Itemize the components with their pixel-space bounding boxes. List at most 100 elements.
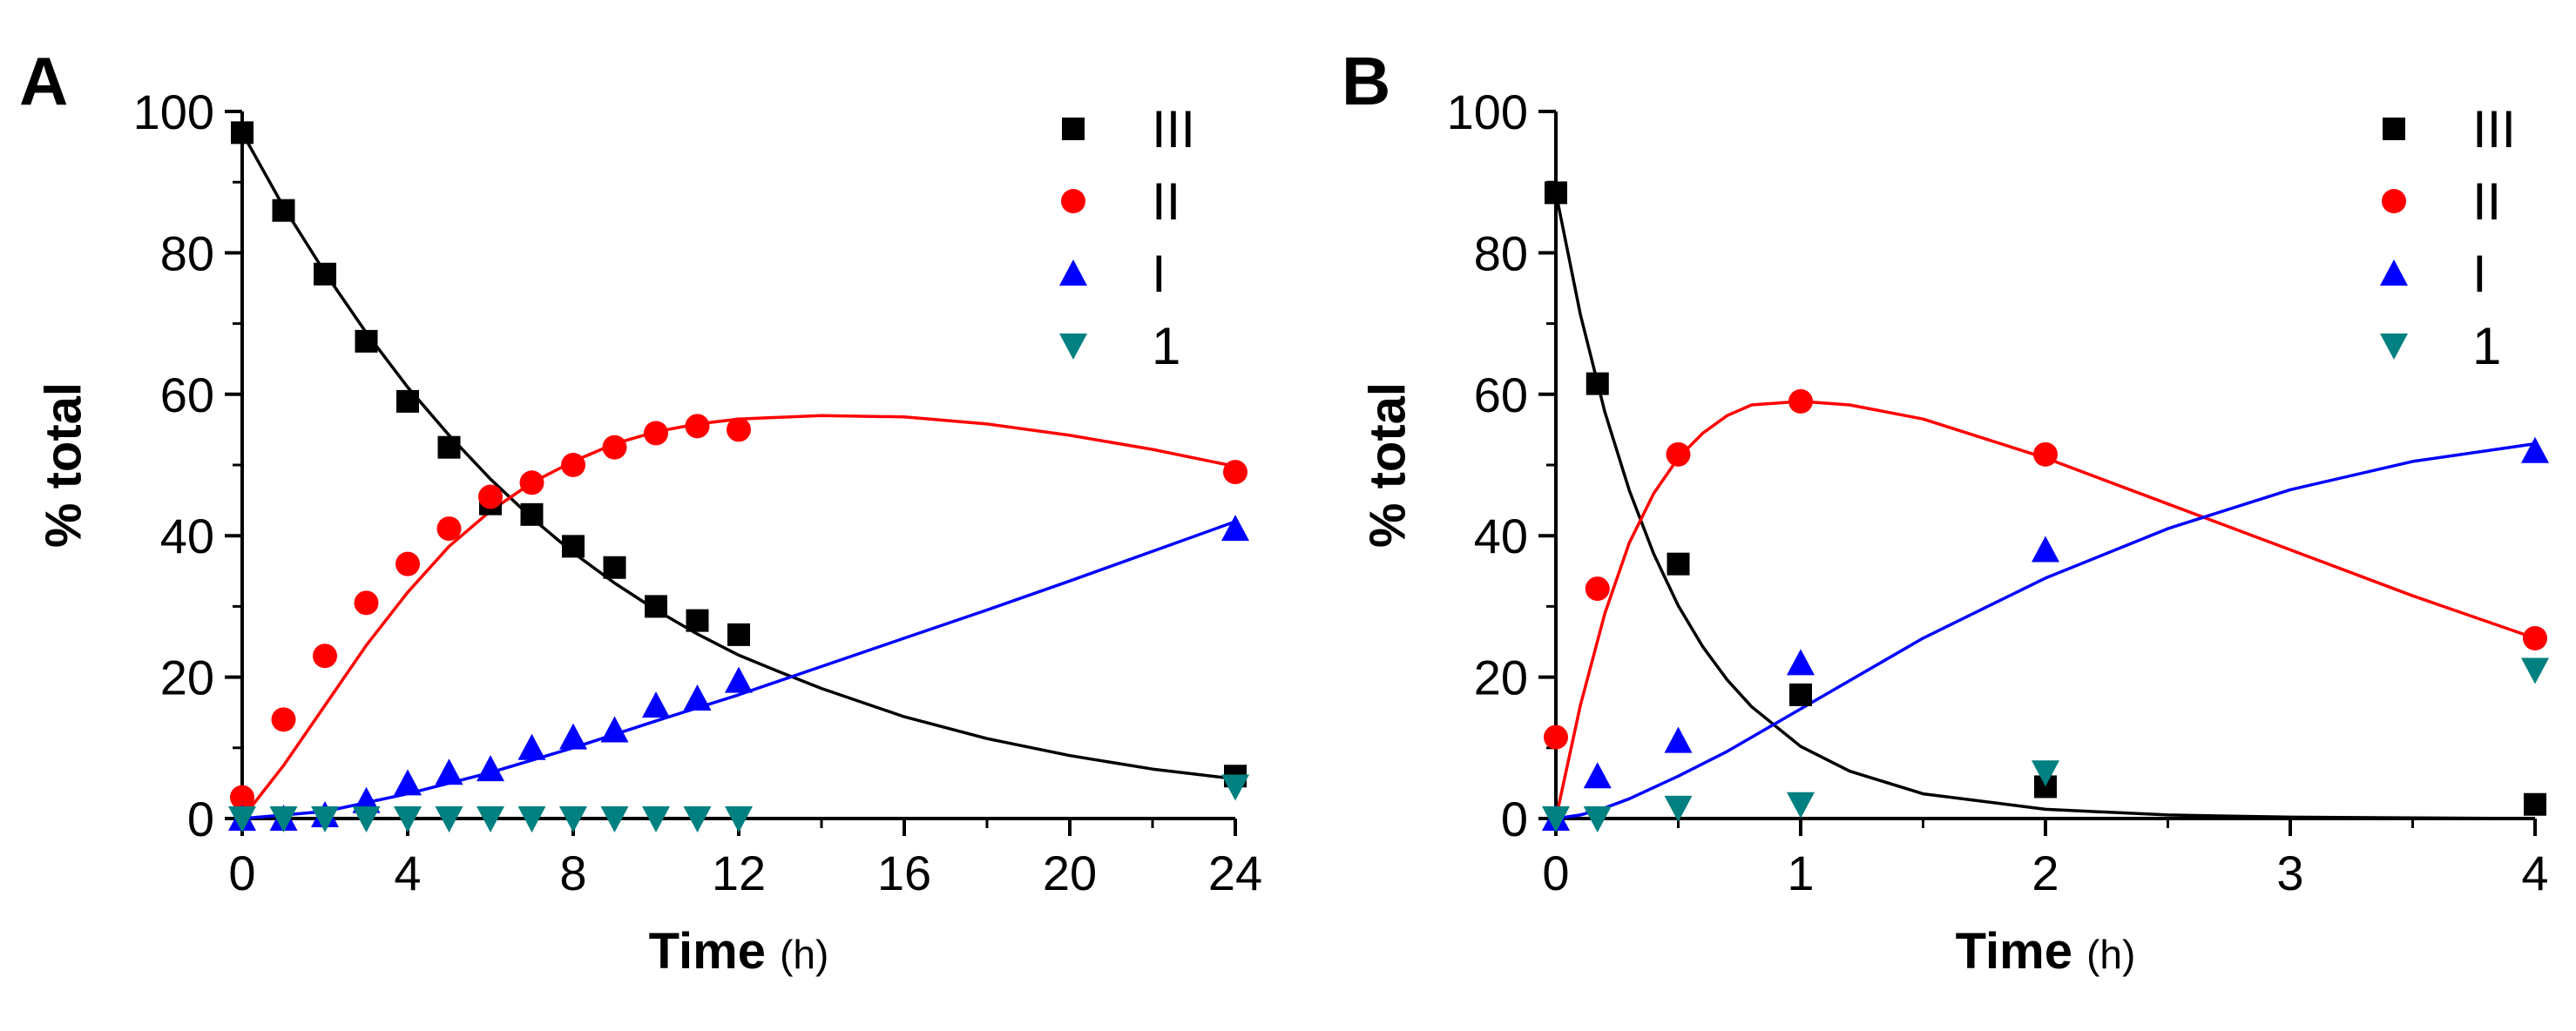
legend-marker-iii <box>1062 118 1085 140</box>
y-tick-label: 100 <box>133 84 214 139</box>
data-point-iii <box>727 623 750 646</box>
data-point-ii <box>1585 576 1610 602</box>
data-point-1 <box>1221 774 1249 801</box>
data-point-i <box>559 723 587 750</box>
data-point-1 <box>1664 795 1693 822</box>
x-tick-label: 4 <box>394 846 421 900</box>
legend-label-ii: II <box>1152 172 1180 231</box>
y-tick-label: 60 <box>1474 367 1528 422</box>
x-tick-label: 0 <box>228 846 255 900</box>
x-tick-label: 3 <box>2276 846 2303 900</box>
legend-label-1: 1 <box>1152 317 1180 375</box>
data-point-1 <box>1542 806 1570 832</box>
data-point-i <box>517 733 546 760</box>
x-axis-title-a: Time (h) <box>649 923 829 980</box>
data-point-ii <box>602 435 627 460</box>
data-point-i <box>642 691 670 718</box>
data-point-iii <box>272 199 295 222</box>
x-tick-label: 16 <box>877 846 931 900</box>
y-tick-label: 80 <box>1474 226 1528 280</box>
data-point-i <box>1664 726 1693 753</box>
x-tick-label: 1 <box>1787 846 1814 900</box>
data-point-1 <box>517 806 546 832</box>
data-point-i <box>683 684 712 711</box>
data-point-i <box>725 666 753 693</box>
data-point-ii <box>230 785 254 810</box>
data-point-iii <box>355 329 378 353</box>
x-tick-label: 4 <box>2521 846 2548 900</box>
data-point-i <box>1221 515 1249 542</box>
y-tick-label: 100 <box>1447 84 1528 139</box>
legend-label-ii: II <box>2472 172 2501 231</box>
y-axis-title-a: % total <box>35 382 91 548</box>
y-tick-label: 80 <box>160 226 214 280</box>
legend-label-1: 1 <box>2472 317 2501 375</box>
panel-label-a: A <box>19 43 68 119</box>
legend-marker-i <box>1059 259 1087 286</box>
y-tick-label: 40 <box>1474 509 1528 563</box>
legend-marker-1 <box>1059 334 1087 360</box>
data-point-iii <box>1667 552 1690 576</box>
x-tick-label: 8 <box>559 846 586 900</box>
x-tick-label: 2 <box>2032 846 2059 900</box>
data-point-ii <box>1666 441 1691 467</box>
data-point-iii <box>520 502 544 526</box>
data-point-iii <box>314 262 336 286</box>
data-point-1 <box>1787 792 1815 819</box>
data-point-1 <box>2521 657 2549 684</box>
data-point-ii <box>396 551 420 576</box>
data-point-iii <box>645 595 667 618</box>
x-tick-label: 20 <box>1043 846 1097 900</box>
data-point-1 <box>725 806 753 832</box>
data-point-1 <box>600 806 629 832</box>
data-point-i <box>1787 649 1815 676</box>
data-point-ii <box>727 417 751 442</box>
x-tick-label: 24 <box>1208 846 1262 900</box>
legend-label-i: I <box>2472 245 2487 303</box>
y-tick-label: 20 <box>1474 650 1528 705</box>
data-point-ii <box>561 453 585 477</box>
data-point-1 <box>435 806 463 832</box>
data-point-iii <box>1585 372 1609 395</box>
data-point-i <box>2521 436 2549 463</box>
data-point-iii <box>396 389 419 413</box>
data-point-ii <box>313 644 337 669</box>
data-point-ii <box>271 707 296 732</box>
panel-label-b: B <box>1342 43 1390 119</box>
data-point-i <box>1583 762 1612 789</box>
y-axis-title-b: % total <box>1359 382 1416 548</box>
fit-curve-iii-b <box>1554 192 2536 820</box>
data-point-iii <box>1789 683 1812 706</box>
data-point-iii <box>231 121 254 145</box>
x-tick-label: 12 <box>712 846 766 900</box>
data-point-ii <box>2523 625 2547 650</box>
data-point-ii <box>2033 441 2058 467</box>
data-point-ii <box>1544 724 1568 750</box>
data-point-iii <box>437 435 461 459</box>
legend-label-i: I <box>1152 245 1166 303</box>
data-point-ii <box>1223 460 1247 485</box>
legend-marker-i <box>2380 259 2408 286</box>
data-point-1 <box>683 806 712 832</box>
legend-label-iii: III <box>1152 100 1195 158</box>
data-point-ii <box>685 414 710 439</box>
legend-marker-iii <box>2383 118 2405 140</box>
y-tick-label: 60 <box>160 367 214 422</box>
legend-marker-1 <box>2380 334 2408 360</box>
data-point-ii <box>644 421 668 446</box>
data-point-1 <box>477 806 504 832</box>
data-point-ii <box>478 484 503 509</box>
data-point-iii <box>603 556 626 579</box>
y-tick-label: 40 <box>160 509 214 563</box>
data-point-iii <box>686 609 709 632</box>
data-point-1 <box>2032 760 2059 787</box>
x-tick-label: 0 <box>1542 846 1569 900</box>
legend-marker-ii <box>1061 189 1085 213</box>
data-point-iii <box>1545 181 1567 205</box>
legend-label-iii: III <box>2472 100 2516 158</box>
data-point-iii <box>2524 792 2546 816</box>
y-tick-label: 20 <box>160 650 214 705</box>
legend-marker-ii <box>2382 189 2406 213</box>
